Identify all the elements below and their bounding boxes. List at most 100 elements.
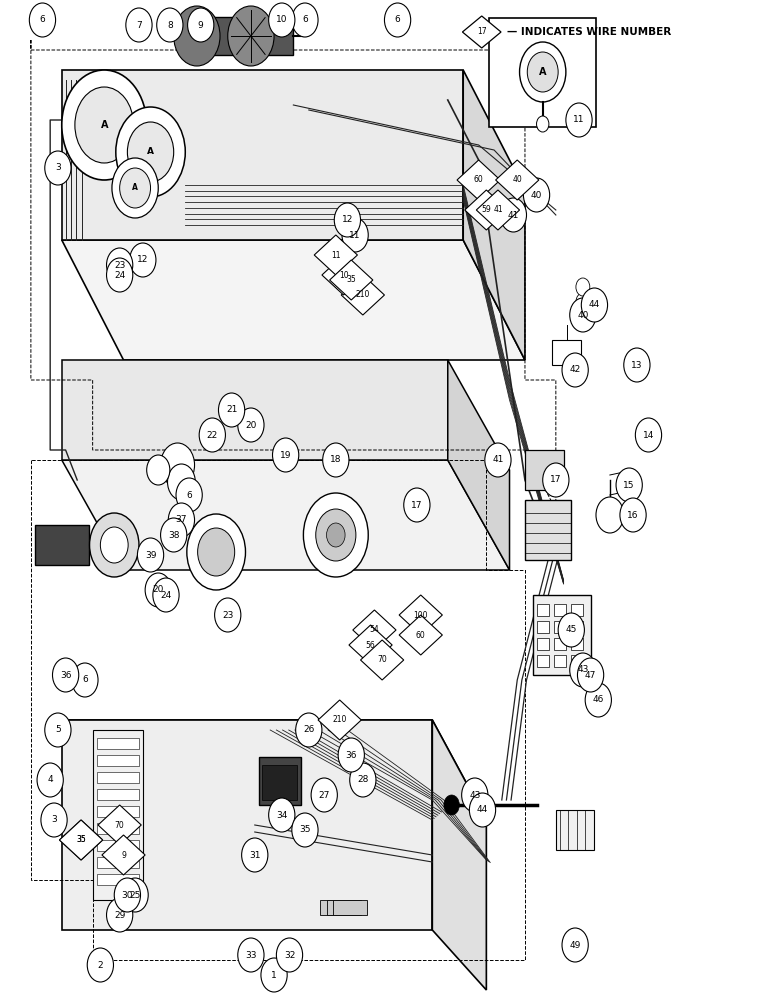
Circle shape xyxy=(238,938,264,972)
Circle shape xyxy=(273,438,299,472)
Circle shape xyxy=(576,278,590,296)
Text: 49: 49 xyxy=(570,940,581,949)
Text: 35: 35 xyxy=(347,275,356,284)
Text: 210: 210 xyxy=(356,290,370,299)
Text: 6: 6 xyxy=(394,15,401,24)
Polygon shape xyxy=(59,820,103,860)
Circle shape xyxy=(107,258,133,292)
Circle shape xyxy=(145,573,171,607)
Circle shape xyxy=(537,116,549,132)
Text: 21: 21 xyxy=(226,405,237,414)
Bar xyxy=(96,755,139,766)
Bar xyxy=(554,638,566,650)
Text: 28: 28 xyxy=(357,776,368,784)
Polygon shape xyxy=(349,625,392,665)
Text: 19: 19 xyxy=(280,451,291,460)
Text: 20: 20 xyxy=(245,420,256,430)
Circle shape xyxy=(311,778,337,812)
Bar xyxy=(96,823,139,834)
Circle shape xyxy=(52,658,79,692)
Circle shape xyxy=(137,538,164,572)
Circle shape xyxy=(161,518,187,552)
Circle shape xyxy=(261,958,287,992)
Circle shape xyxy=(323,443,349,477)
Text: 10: 10 xyxy=(276,15,287,24)
Text: 20: 20 xyxy=(153,585,164,594)
Text: 36: 36 xyxy=(60,671,71,680)
Text: 56: 56 xyxy=(366,641,375,650)
Bar xyxy=(571,621,583,633)
Text: 24: 24 xyxy=(161,590,171,599)
Text: 3: 3 xyxy=(55,163,61,172)
Circle shape xyxy=(575,308,591,328)
Circle shape xyxy=(153,578,179,612)
Circle shape xyxy=(100,527,128,563)
Text: 39: 39 xyxy=(145,550,156,560)
Circle shape xyxy=(122,878,148,912)
Bar xyxy=(537,604,549,616)
Circle shape xyxy=(523,178,550,212)
Text: 35: 35 xyxy=(76,835,86,844)
Bar xyxy=(525,500,571,560)
Bar xyxy=(96,738,139,749)
Circle shape xyxy=(157,8,183,42)
Circle shape xyxy=(338,738,364,772)
Text: 3: 3 xyxy=(51,815,57,824)
Text: 10: 10 xyxy=(339,270,348,279)
Polygon shape xyxy=(361,640,404,680)
Polygon shape xyxy=(496,160,539,200)
Text: 11: 11 xyxy=(331,250,340,259)
Circle shape xyxy=(292,813,318,847)
Text: 12: 12 xyxy=(137,255,148,264)
Circle shape xyxy=(342,218,368,252)
Text: 31: 31 xyxy=(249,850,260,859)
Text: 8: 8 xyxy=(167,20,173,29)
Text: 40: 40 xyxy=(577,310,588,320)
Text: 30: 30 xyxy=(122,891,133,900)
Text: — INDICATES WIRE NUMBER: — INDICATES WIRE NUMBER xyxy=(507,27,672,37)
Circle shape xyxy=(187,514,245,590)
Circle shape xyxy=(384,3,411,37)
Bar xyxy=(327,900,361,915)
Circle shape xyxy=(168,464,195,500)
Text: 11: 11 xyxy=(574,115,584,124)
Bar xyxy=(93,730,143,900)
Text: 40: 40 xyxy=(531,191,542,200)
Polygon shape xyxy=(98,805,141,845)
Text: 33: 33 xyxy=(245,950,256,959)
Text: 35: 35 xyxy=(300,825,310,834)
Bar xyxy=(96,772,139,783)
Text: 17: 17 xyxy=(411,500,422,510)
Circle shape xyxy=(527,52,558,92)
Text: 11: 11 xyxy=(350,231,361,239)
Bar xyxy=(554,604,566,616)
Text: 36: 36 xyxy=(346,750,357,760)
Text: 6: 6 xyxy=(186,490,192,499)
Text: 15: 15 xyxy=(624,481,635,489)
Polygon shape xyxy=(59,820,103,860)
Circle shape xyxy=(469,793,496,827)
Circle shape xyxy=(616,468,642,502)
Text: 34: 34 xyxy=(276,810,287,819)
Circle shape xyxy=(116,107,185,197)
Polygon shape xyxy=(314,235,357,275)
Bar xyxy=(571,655,583,667)
Text: 60: 60 xyxy=(416,631,425,640)
Polygon shape xyxy=(399,615,442,655)
Bar xyxy=(552,340,581,365)
Polygon shape xyxy=(432,720,486,990)
Circle shape xyxy=(107,898,133,932)
Circle shape xyxy=(198,528,235,576)
Polygon shape xyxy=(462,16,501,48)
Text: 24: 24 xyxy=(114,270,125,279)
Bar xyxy=(320,900,355,915)
Text: A: A xyxy=(539,67,547,77)
Bar xyxy=(556,810,594,850)
Text: 46: 46 xyxy=(593,696,604,704)
Text: 6: 6 xyxy=(82,676,88,685)
Circle shape xyxy=(585,683,611,717)
Text: 32: 32 xyxy=(284,950,295,959)
Text: 6: 6 xyxy=(302,15,308,24)
Text: 12: 12 xyxy=(342,216,353,225)
Bar xyxy=(96,857,139,868)
